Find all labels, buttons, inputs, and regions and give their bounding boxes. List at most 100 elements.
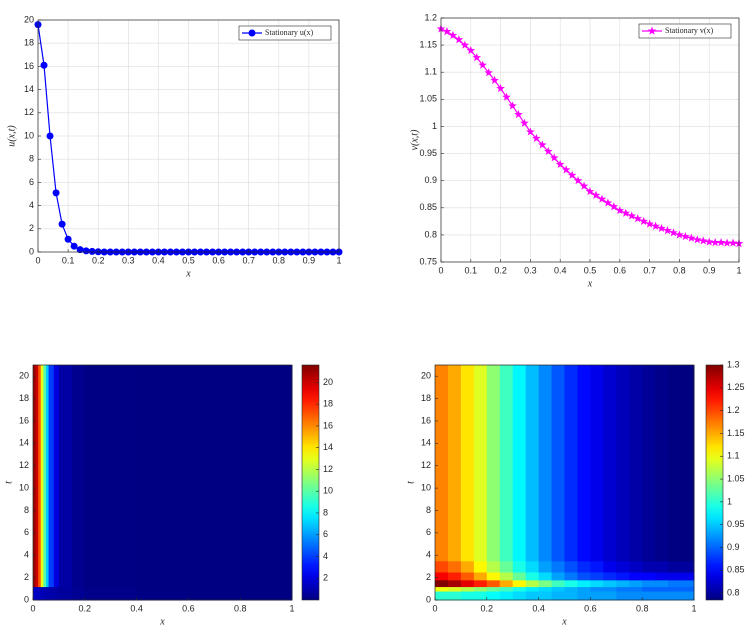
heatmap-cell <box>84 365 138 588</box>
heatmap-cell <box>642 560 656 573</box>
heatmap-cell <box>616 365 630 562</box>
heatmap-cell <box>38 365 42 588</box>
x-tick-label: 0.9 <box>703 265 716 275</box>
heatmap-cell <box>473 586 488 592</box>
heatmap-cell <box>538 572 553 581</box>
heatmap-cell <box>499 586 514 592</box>
colorbar-tick-label: 1.3 <box>727 359 740 369</box>
y-tick-label: 1.1 <box>424 67 437 77</box>
heatmap-cell <box>486 560 501 573</box>
star-marker <box>603 198 613 207</box>
star-marker <box>555 159 565 169</box>
star-marker <box>442 27 452 36</box>
colorbar-tick-label: 1.25 <box>727 382 745 392</box>
heatmap-cell <box>551 591 565 601</box>
heatmap-cell <box>629 560 643 573</box>
heatmap-cell <box>590 365 604 562</box>
y-tick-label: 8 <box>29 154 34 164</box>
heatmap-cell <box>435 579 449 588</box>
heatmap-cell <box>53 365 60 588</box>
heatmap-cell <box>681 572 695 581</box>
y-tick-label: 16 <box>421 415 431 425</box>
heatmap-cell <box>460 365 475 562</box>
subplot: 0 0.1 0.2 0.3 0.4 0.5 0.6 0.7 0.8 0.9 1 0.75 0.8 0.85… <box>409 12 744 289</box>
star-marker <box>633 214 642 223</box>
x-tick-label: 1 <box>289 603 294 613</box>
heatmap-cell <box>590 586 604 592</box>
circle-marker <box>64 235 72 243</box>
heatmap-cell <box>38 586 42 601</box>
star-marker <box>496 83 505 93</box>
star-marker <box>675 230 684 239</box>
heatmap-cell <box>447 591 462 601</box>
heatmap-cell <box>538 591 553 601</box>
heatmap-cell <box>435 586 449 592</box>
y-tick-label: 1.15 <box>419 39 437 49</box>
x-tick-label: 0.4 <box>130 603 143 613</box>
heatmap-cell <box>629 579 643 588</box>
x-tick-label: 0.6 <box>584 603 597 613</box>
heatmap-cell <box>499 365 514 562</box>
heatmap-cell <box>33 586 37 601</box>
y-tick-label: 20 <box>19 371 29 381</box>
star-marker <box>609 202 619 211</box>
star-marker <box>669 228 678 237</box>
y-tick-label: 12 <box>421 460 431 470</box>
star-marker <box>454 35 464 44</box>
heatmap-cell <box>136 586 189 601</box>
colorbar-tick-label: 0.85 <box>727 565 745 575</box>
heatmap-cell <box>551 365 565 562</box>
heatmap-cell <box>71 586 86 601</box>
x-tick-label: 0.4 <box>554 265 567 275</box>
heatmap-cell <box>48 586 55 601</box>
heatmap-cell <box>655 586 669 592</box>
star-marker <box>645 219 654 228</box>
heatmap-cell <box>136 365 189 588</box>
heatmap-cell <box>473 579 488 588</box>
heatmap-cell <box>551 572 565 581</box>
y-axis-label: v(x,t) <box>409 129 420 150</box>
heatmap-cell <box>499 579 514 588</box>
heatmap-cell <box>681 579 695 588</box>
heatmap-cell <box>435 591 449 601</box>
x-tick-label: 1 <box>736 265 741 275</box>
heatmap-cell <box>616 572 630 581</box>
heatmap-cell <box>551 579 565 588</box>
heatmap-cell <box>447 579 462 588</box>
x-tick-label: 0.2 <box>494 265 507 275</box>
star-marker <box>627 211 636 220</box>
y-axis-label: u(x,t) <box>6 125 17 147</box>
heatmap-cell <box>84 586 138 601</box>
heatmap-cell <box>551 586 565 592</box>
heatmap-cell <box>629 586 643 592</box>
x-tick-label: 0.4 <box>152 255 165 265</box>
y-tick-label: 20 <box>24 14 34 24</box>
y-tick-label: 2 <box>24 572 29 582</box>
heatmap-cell <box>460 586 475 592</box>
y-tick-label: 1 <box>432 121 437 131</box>
y-tick-label: 8 <box>24 505 29 515</box>
y-tick-label: 2 <box>29 223 34 233</box>
colorbar-tick-label: 16 <box>323 420 333 430</box>
circle-marker <box>70 242 78 250</box>
heatmap-cell <box>538 560 553 573</box>
star-marker <box>681 232 690 241</box>
heatmap-cell <box>668 572 682 581</box>
y-tick-label: 14 <box>421 438 431 448</box>
heatmap-cell <box>473 572 488 581</box>
colorbar-tick-label: 8 <box>323 507 328 517</box>
heatmap-cell <box>577 560 591 573</box>
heatmap-cell <box>512 591 527 601</box>
x-tick-label: 0.6 <box>614 265 627 275</box>
heatmap-cell <box>188 586 241 601</box>
y-tick-label: 0 <box>24 594 29 604</box>
x-tick-label: 0.3 <box>122 255 135 265</box>
heatmap-cell <box>33 365 37 588</box>
star-marker <box>657 223 666 233</box>
legend-marker <box>248 29 256 37</box>
x-tick-label: 0.2 <box>79 603 92 613</box>
star-marker <box>704 237 714 246</box>
heatmap-cell <box>603 365 617 562</box>
heatmap-cell <box>473 365 488 562</box>
heatmap-cell <box>564 572 578 581</box>
